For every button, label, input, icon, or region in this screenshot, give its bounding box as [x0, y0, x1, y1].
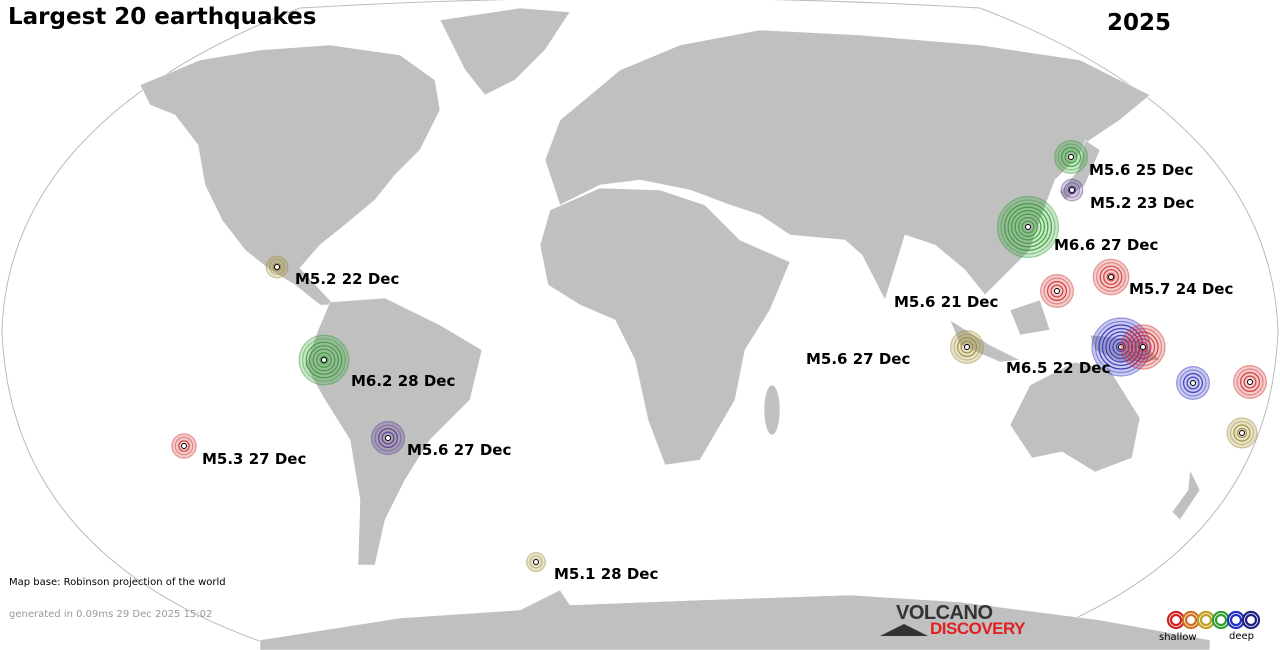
- earthquake-marker[interactable]: [1060, 178, 1084, 202]
- earthquake-marker[interactable]: [949, 330, 984, 365]
- quake-label[interactable]: M5.6 27 Dec: [407, 441, 512, 459]
- depth-legend: [1166, 610, 1261, 630]
- greenland: [439, 7, 571, 96]
- earthquake-marker[interactable]: [298, 334, 350, 386]
- quake-label[interactable]: M5.3 27 Dec: [202, 450, 307, 468]
- japan: [1059, 139, 1101, 201]
- earthquake-marker[interactable]: [1232, 365, 1267, 400]
- indonesia: [949, 299, 1161, 363]
- earthquake-marker[interactable]: [371, 421, 406, 456]
- legend-depth-swatch: [1169, 613, 1183, 627]
- quake-label[interactable]: M5.6 27 Dec: [806, 350, 911, 368]
- madagascar: [763, 384, 781, 436]
- volcano-icon: [880, 624, 928, 636]
- landmasses: [139, 7, 1211, 650]
- quake-label[interactable]: M6.2 28 Dec: [351, 372, 456, 390]
- north-america: [139, 44, 441, 306]
- quake-label[interactable]: M5.2 22 Dec: [295, 270, 400, 288]
- earthquake-marker[interactable]: [996, 196, 1059, 259]
- south-america: [304, 297, 483, 566]
- year-label: 2025: [1107, 10, 1172, 36]
- antarctica: [259, 589, 1211, 650]
- volcanodiscovery-logo[interactable]: VOLCANO DISCOVERY: [880, 602, 1040, 642]
- logo-line2: DISCOVERY: [930, 619, 1026, 638]
- earthquake-marker[interactable]: [1226, 417, 1258, 449]
- earthquake-marker[interactable]: [1053, 140, 1088, 175]
- africa: [539, 187, 791, 466]
- quake-label[interactable]: M5.6 21 Dec: [894, 293, 999, 311]
- map-title: Largest 20 earthquakes: [8, 4, 317, 30]
- eurasia: [544, 29, 1151, 301]
- quake-label[interactable]: M5.7 24 Dec: [1129, 280, 1234, 298]
- legend-depth-swatch: [1229, 613, 1243, 627]
- earthquake-marker[interactable]: [1120, 324, 1166, 370]
- legend-depth-swatch: [1214, 613, 1228, 627]
- legend-depth-swatch: [1244, 613, 1258, 627]
- quake-label[interactable]: M6.5 22 Dec: [1006, 359, 1111, 377]
- quake-label[interactable]: M5.6 25 Dec: [1089, 161, 1194, 179]
- quake-label[interactable]: M5.2 23 Dec: [1090, 194, 1195, 212]
- map-base-note: Map base: Robinson projection of the wor…: [9, 577, 226, 588]
- earthquake-marker[interactable]: [1175, 366, 1210, 401]
- generated-note: generated in 0.09ms 29 Dec 2025 15:02: [9, 609, 213, 620]
- logo-line1: VOLCANO: [896, 602, 993, 624]
- legend-depth-swatch: [1184, 613, 1198, 627]
- legend-deep: deep: [1229, 631, 1254, 642]
- quake-label[interactable]: M6.6 27 Dec: [1054, 236, 1159, 254]
- legend-depth-swatch: [1199, 613, 1213, 627]
- new-zealand: [1171, 468, 1201, 521]
- earthquake-marker[interactable]: [1039, 274, 1074, 309]
- earthquake-markers: [171, 140, 1267, 572]
- earthquake-marker[interactable]: [1091, 317, 1151, 377]
- quake-label[interactable]: M5.1 28 Dec: [554, 565, 659, 583]
- earthquake-marker[interactable]: [171, 433, 197, 459]
- earthquake-marker[interactable]: [1092, 258, 1130, 296]
- earthquake-marker[interactable]: [525, 551, 546, 572]
- australia: [1009, 361, 1141, 473]
- legend-shallow: shallow: [1159, 632, 1197, 643]
- earthquake-marker[interactable]: [265, 255, 289, 279]
